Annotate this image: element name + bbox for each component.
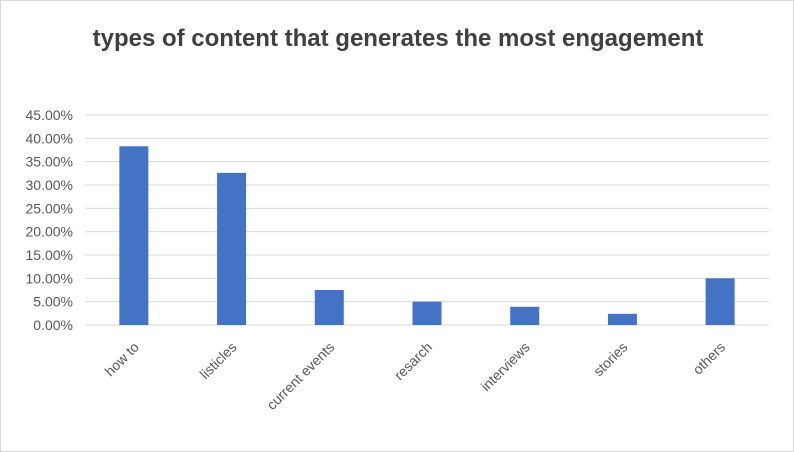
y-tick-label: 0.00% [33,317,73,333]
bar [119,146,149,325]
bar [412,301,442,325]
y-axis-tick-labels: 0.00% 5.00% 10.00% 15.00% 20.00% 25.00% 30.00%… [26,107,73,333]
y-tick-label: 30.00% [26,177,73,193]
x-tick-label: interviews [478,339,533,394]
x-tick-label: current events [263,339,337,413]
y-tick-label: 15.00% [26,247,73,263]
bar [705,278,735,325]
x-axis-tick-labels: how to listicles current events resarch inte… [101,339,728,413]
bars [119,146,735,325]
y-tick-label: 25.00% [26,200,73,216]
bar [217,172,247,325]
x-tick-label: others [689,339,728,378]
y-tick-label: 10.00% [26,270,73,286]
x-tick-label: listicles [196,339,239,382]
bar [607,313,637,325]
x-tick-label: resarch [391,339,435,383]
gridlines [85,114,769,326]
y-tick-label: 40.00% [26,130,73,146]
y-tick-label: 45.00% [26,107,73,123]
x-tick-label: how to [101,339,142,380]
bar [510,306,540,325]
bar [314,290,344,325]
y-tick-label: 5.00% [33,294,73,310]
y-tick-label: 35.00% [26,154,73,170]
x-tick-label: stories [590,339,630,379]
chart-title: types of content that generates the most… [92,25,704,52]
y-tick-label: 20.00% [26,224,73,240]
